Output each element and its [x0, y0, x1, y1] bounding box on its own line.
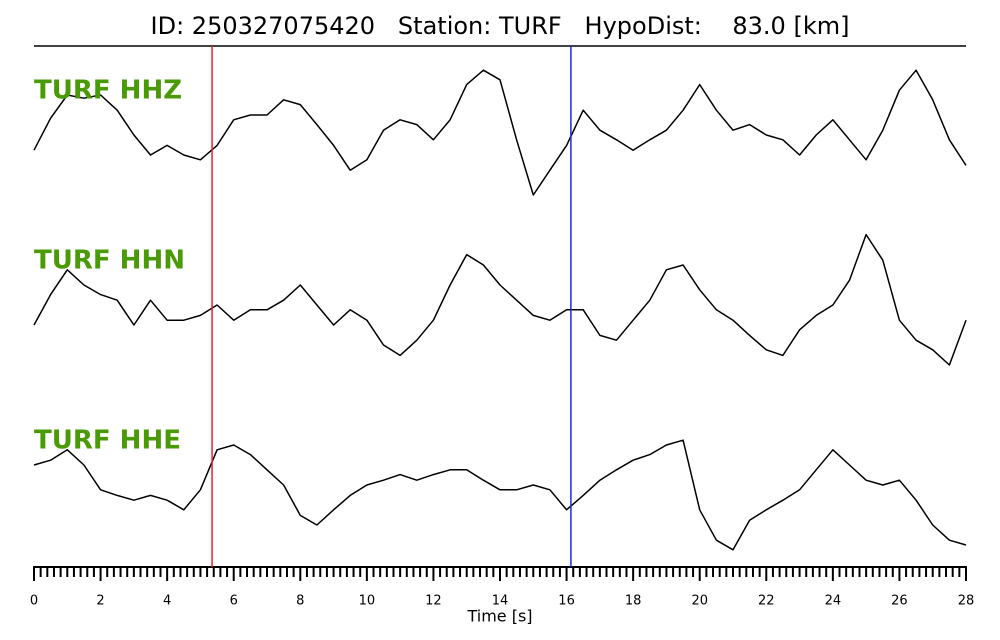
x-tick-label: 12 — [425, 594, 442, 609]
x-axis-label: Time [s] — [466, 607, 532, 626]
x-tick-label: 2 — [96, 594, 104, 609]
x-tick-label: 22 — [758, 594, 775, 609]
x-tick-label: 8 — [296, 594, 304, 609]
trace-label: TURF HHZ — [34, 76, 182, 106]
x-tick-label: 28 — [958, 594, 975, 609]
x-tick-label: 10 — [359, 594, 376, 609]
trace — [33, 439, 967, 551]
x-tick-label: 20 — [691, 594, 708, 609]
x-tick-label: 26 — [891, 594, 908, 609]
trace — [33, 233, 967, 366]
chart-title: ID: 250327075420 Station: TURF HypoDist:… — [151, 12, 850, 40]
trace-label: TURF HHN — [34, 246, 185, 276]
x-tick-label: 4 — [163, 594, 171, 609]
trace-label: TURF HHE — [34, 426, 181, 456]
trace — [33, 69, 967, 196]
x-tick-label: 16 — [558, 594, 575, 609]
x-tick-label: 18 — [625, 594, 642, 609]
x-tick-label: 6 — [230, 594, 238, 609]
x-tick-label: 14 — [492, 594, 509, 609]
x-tick-label: 0 — [30, 594, 38, 609]
x-tick-label: 24 — [825, 594, 842, 609]
